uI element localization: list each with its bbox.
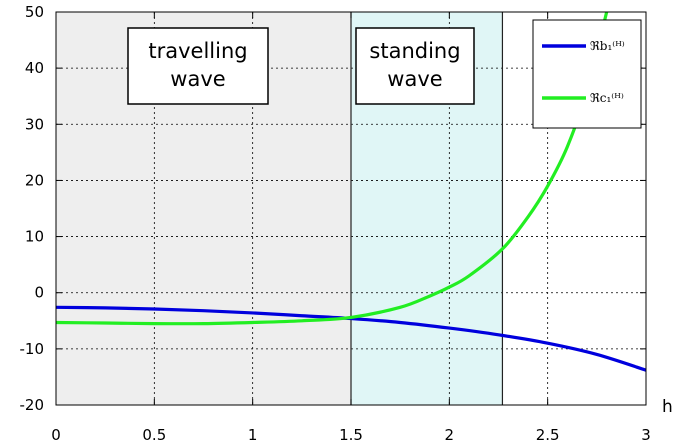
legend: ℜb₁⁽ᴴ⁾ ℜc₁⁽ᴴ⁾ xyxy=(532,19,642,129)
y-tick-label: -20 xyxy=(20,396,45,414)
region-label-line: wave xyxy=(387,67,442,91)
region-label-line: travelling xyxy=(148,39,247,63)
y-tick-label: 50 xyxy=(25,3,44,21)
region-label-box-1 xyxy=(355,27,475,105)
x-tick-label: 1 xyxy=(248,426,258,444)
x-axis-label: h xyxy=(662,397,673,417)
y-tick-label: 30 xyxy=(25,115,44,133)
x-tick-label: 3 xyxy=(641,426,651,444)
y-tick-label: -10 xyxy=(20,340,45,358)
y-tick-label: 10 xyxy=(25,228,44,246)
y-tick-label: 0 xyxy=(34,284,44,302)
legend-label-1: ℜc₁⁽ᴴ⁾ xyxy=(590,91,624,105)
x-tick-label: 1.5 xyxy=(339,426,363,444)
x-tick-label: 2.5 xyxy=(536,426,560,444)
x-tick-label: 0.5 xyxy=(142,426,166,444)
region-label-line: standing xyxy=(369,39,460,63)
axis-ticks xyxy=(55,11,647,406)
region-boundaries xyxy=(350,12,504,405)
region-label-line: wave xyxy=(170,67,225,91)
tick-labels: 0 0.5 1 1.5 2 2.5 3 -20 -10 0 10 20 30 40 50 xyxy=(20,3,651,444)
y-tick-label: 40 xyxy=(25,59,44,77)
x-tick-label: 2 xyxy=(445,426,455,444)
region-label-box-0 xyxy=(127,27,269,105)
legend-label-0: ℜb₁⁽ᴴ⁾ xyxy=(590,39,625,53)
region-labels: travelling wave standing wave xyxy=(127,27,475,105)
series-lines xyxy=(56,12,646,372)
y-tick-label: 20 xyxy=(25,171,44,189)
x-tick-label: 0 xyxy=(51,426,61,444)
legend-box xyxy=(532,19,642,129)
series-line-1 xyxy=(56,12,609,326)
